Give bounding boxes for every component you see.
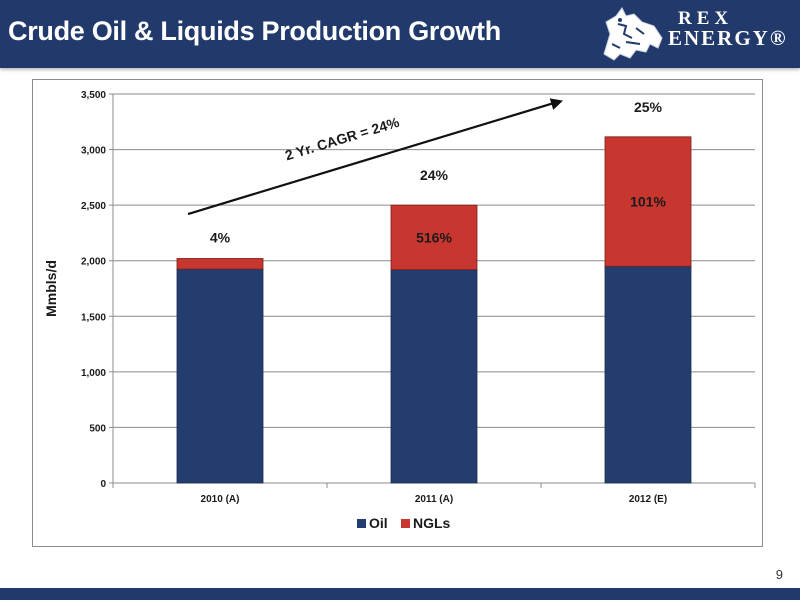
bar-oil xyxy=(604,265,692,484)
logo-text-rex: REX xyxy=(678,8,734,29)
y-tick-label: 2,000 xyxy=(81,257,106,268)
horse-icon xyxy=(603,7,663,61)
x-tick-label: 2010 (A) xyxy=(201,494,240,505)
bar-ngl xyxy=(604,136,692,267)
cagr-arrow-head xyxy=(549,98,563,110)
y-tick-label: 500 xyxy=(89,423,106,434)
company-logo: REX ENERGY® xyxy=(596,4,796,64)
chart-frame: 0 500 1,000 1,500 2,000 2,500 3,000 3,500 Mmbls/… xyxy=(32,79,763,547)
y-tick-label: 2,500 xyxy=(81,201,106,212)
ngl-growth-label: 4% xyxy=(210,229,231,245)
total-growth-label: 25% xyxy=(634,99,663,115)
y-tick-label: 1,000 xyxy=(81,368,106,379)
cagr-annotation: 2 Yr. CAGR = 24% xyxy=(283,114,402,164)
x-tick-label: 2011 (A) xyxy=(415,494,453,505)
bar-oil xyxy=(176,268,264,484)
ngl-growth-label: 101% xyxy=(630,194,666,210)
bar-ngl xyxy=(390,204,478,271)
footer-bar xyxy=(0,588,800,600)
page-number: 9 xyxy=(775,567,783,582)
y-tick-label: 0 xyxy=(100,479,106,490)
legend-swatch xyxy=(357,519,366,528)
bar-oil xyxy=(390,269,478,484)
x-tick-label: 2012 (E) xyxy=(629,494,667,505)
bar-ngl xyxy=(176,258,264,270)
legend-label: Oil xyxy=(369,515,388,531)
title-bar: Crude Oil & Liquids Production Growth RE… xyxy=(0,0,800,68)
y-tick-label: 3,000 xyxy=(81,146,106,157)
page-title: Crude Oil & Liquids Production Growth xyxy=(8,16,501,46)
logo-text-energy: ENERGY® xyxy=(668,26,788,50)
legend-label: NGLs xyxy=(413,515,451,531)
y-tick-label: 1,500 xyxy=(81,312,106,323)
stacked-bar-chart: 0 500 1,000 1,500 2,000 2,500 3,000 3,500 Mmbls/… xyxy=(43,90,756,531)
ngl-growth-label: 516% xyxy=(416,229,452,245)
total-growth-label: 24% xyxy=(420,167,449,183)
y-axis-title: Mmbls/d xyxy=(43,260,59,317)
y-tick-label: 3,500 xyxy=(81,90,106,101)
cagr-arrow-line xyxy=(187,101,556,216)
legend-swatch xyxy=(401,519,410,528)
